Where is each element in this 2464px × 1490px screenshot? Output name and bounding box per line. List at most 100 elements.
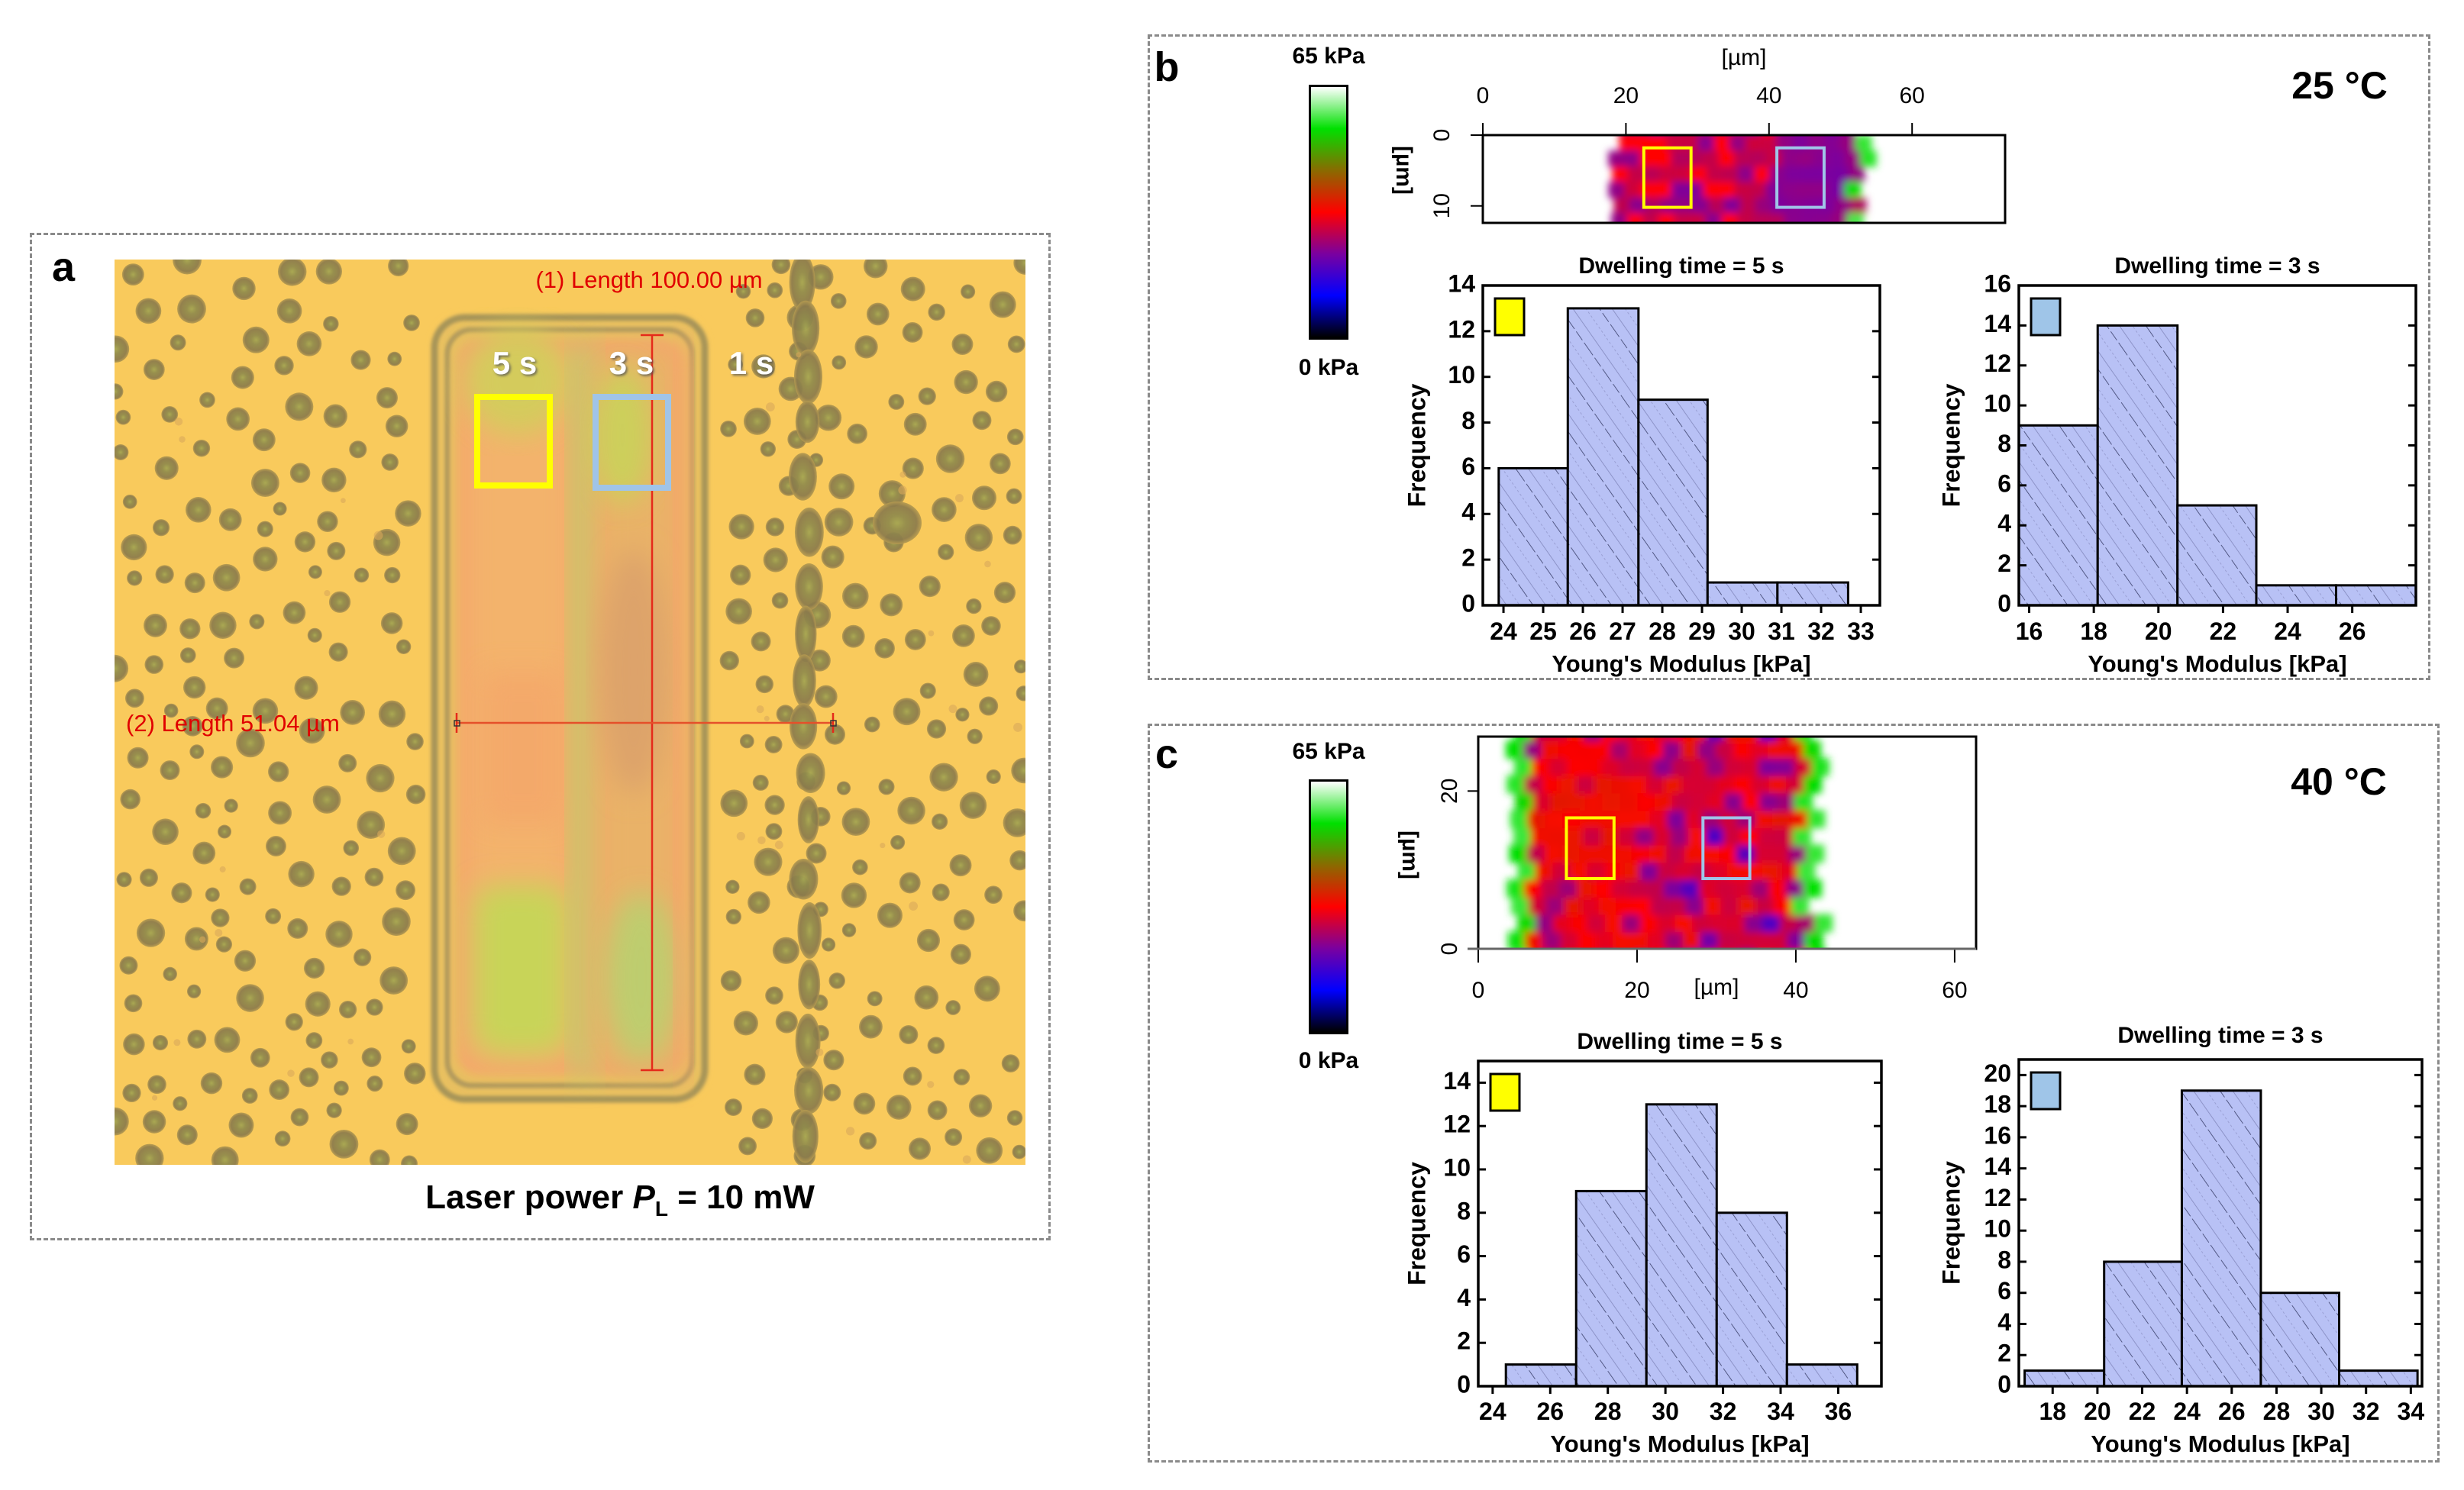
droplet [250, 1047, 270, 1068]
map-cell [1807, 810, 1826, 828]
map-cell [1755, 197, 1772, 214]
map-cell [1834, 197, 1851, 214]
droplet [182, 676, 206, 699]
map-cell [1791, 896, 1809, 915]
droplet [725, 908, 741, 925]
droplet [886, 1095, 912, 1120]
droplet [795, 563, 823, 611]
droplet [317, 511, 338, 532]
droplet [1006, 488, 1022, 505]
map-cell [1634, 135, 1651, 136]
map-cell [1771, 810, 1791, 828]
droplet [205, 697, 228, 720]
histogram-bar [2017, 424, 2099, 607]
droplet [902, 457, 924, 479]
droplet [751, 631, 771, 652]
map-cell [1744, 914, 1763, 933]
x-tick-label: 60 [1900, 83, 1925, 108]
droplet [794, 507, 824, 557]
map-cell [1567, 792, 1586, 811]
map-cell [1515, 792, 1534, 811]
x-tick-label: 32 [1807, 618, 1835, 645]
map-cell [1733, 775, 1752, 794]
map-cell [1744, 135, 1762, 136]
map-cell [1797, 862, 1816, 881]
droplet [821, 545, 844, 569]
droplet [841, 582, 869, 610]
map-cell [1650, 896, 1669, 915]
droplet [325, 921, 353, 948]
modulus-map-c: 0 20 40 60 0 20 [µm] [µm] [1397, 735, 1978, 1003]
droplet [287, 918, 308, 939]
map-cell [1733, 879, 1752, 898]
map-cell [1813, 150, 1829, 167]
map-cell [1726, 914, 1745, 933]
map-cell [1717, 931, 1736, 949]
droplet [315, 260, 343, 285]
droplet [899, 1025, 919, 1044]
map-cell [1647, 931, 1666, 949]
droplet [797, 796, 819, 843]
droplet [890, 835, 906, 850]
map-cell [1753, 844, 1772, 863]
speck [736, 831, 745, 841]
map-cell [1517, 914, 1536, 933]
map-cell [1527, 810, 1546, 828]
histogram-bar [1776, 581, 1849, 607]
map-cell [1601, 757, 1620, 776]
droplet [984, 885, 1003, 905]
droplet [789, 703, 818, 750]
droplet [252, 428, 276, 452]
map-cell [1818, 197, 1836, 214]
y-tick-label: 12 [1443, 1111, 1471, 1138]
droplet [142, 1110, 166, 1134]
droplet [236, 984, 264, 1012]
droplet [312, 785, 341, 814]
map-cell [1665, 931, 1684, 949]
map-cell [1619, 737, 1638, 742]
map-cell [1828, 150, 1846, 167]
map-cell [1576, 775, 1595, 794]
map-cell [1671, 150, 1688, 167]
droplet [767, 282, 783, 298]
map-cell [1789, 810, 1808, 828]
map-cell [1552, 914, 1571, 933]
droplet [379, 966, 409, 995]
map-cell [1807, 135, 1824, 136]
legend-swatch [2030, 297, 2062, 337]
speck [347, 1038, 354, 1045]
droplet [836, 781, 851, 795]
x-tick-label: 0 [1477, 83, 1490, 108]
map-cell [1620, 792, 1639, 811]
map-cell [1781, 150, 1798, 167]
map-cell [1749, 182, 1767, 198]
droplet [186, 984, 202, 998]
droplet [720, 970, 742, 992]
droplet [974, 976, 1000, 1002]
map-cell [1581, 949, 1599, 967]
caption-suffix: = 10 mW [667, 1179, 815, 1216]
droplet [215, 936, 233, 953]
droplet [952, 624, 975, 647]
map-cell [1649, 810, 1668, 828]
map-cell [1510, 896, 1529, 915]
panel-a-letter: a [51, 244, 76, 290]
map-cell [1548, 757, 1568, 776]
droplet [841, 882, 867, 908]
map-cell [1506, 775, 1526, 794]
droplet [299, 1067, 319, 1088]
droplet [192, 439, 211, 457]
map-cell [1654, 737, 1673, 742]
map-cell [1651, 949, 1669, 967]
map-cell [1785, 740, 1804, 759]
x-tick-label: 20 [2145, 618, 2172, 645]
droplet [184, 927, 208, 951]
map-cell [1629, 197, 1646, 214]
dwell-label-3s: 3 s [609, 345, 654, 381]
droplet [115, 383, 124, 400]
map-cell [1674, 862, 1694, 881]
droplet [354, 567, 370, 583]
droplet [403, 314, 420, 331]
droplet [900, 276, 925, 302]
x-tick-label: 26 [2339, 618, 2366, 645]
